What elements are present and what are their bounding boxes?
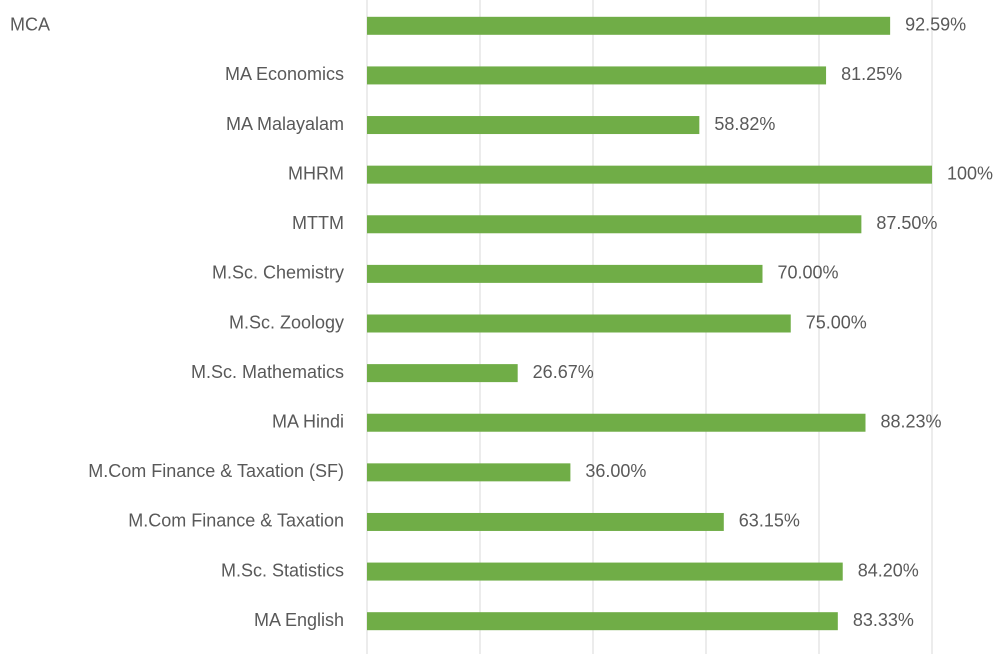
- value-label: 81.25%: [841, 64, 902, 84]
- bar: [367, 463, 571, 482]
- y-tick-label: MTTM: [292, 213, 344, 233]
- bar: [367, 512, 724, 531]
- value-label: 63.15%: [739, 511, 800, 531]
- bar: [367, 562, 843, 581]
- value-label: 75.00%: [806, 312, 867, 332]
- y-tick-label: M.Sc. Mathematics: [191, 362, 344, 382]
- value-label: 100%: [947, 163, 993, 183]
- value-label: 88.23%: [880, 411, 941, 431]
- bar: [367, 215, 862, 234]
- value-label: 84.20%: [858, 560, 919, 580]
- y-tick-label: M.Com Finance & Taxation (SF): [88, 461, 344, 481]
- bar: [367, 116, 700, 135]
- bar: [367, 16, 891, 35]
- value-label: 92.59%: [905, 15, 966, 35]
- y-tick-label: MCA: [10, 15, 50, 35]
- bar: [367, 264, 763, 283]
- y-tick-label: MA Economics: [225, 64, 344, 84]
- y-tick-label: M.Sc. Chemistry: [212, 263, 344, 283]
- value-label: 83.33%: [853, 610, 914, 630]
- y-tick-label: M.Com Finance & Taxation: [128, 511, 344, 531]
- y-tick-label: MHRM: [288, 163, 344, 183]
- y-tick-label: M.Sc. Zoology: [229, 312, 344, 332]
- bar: [367, 314, 791, 333]
- value-label: 58.82%: [714, 114, 775, 134]
- y-tick-label: MA Malayalam: [226, 114, 344, 134]
- bar: [367, 413, 866, 432]
- value-label: 26.67%: [533, 362, 594, 382]
- y-tick-label: MA Hindi: [272, 411, 344, 431]
- y-tick-label: MA English: [254, 610, 344, 630]
- bar: [367, 66, 827, 85]
- value-label: 36.00%: [585, 461, 646, 481]
- value-label: 87.50%: [876, 213, 937, 233]
- bar: [367, 612, 838, 631]
- bar: [367, 364, 518, 383]
- bar: [367, 165, 932, 184]
- value-label: 70.00%: [778, 263, 839, 283]
- y-tick-label: M.Sc. Statistics: [221, 560, 344, 580]
